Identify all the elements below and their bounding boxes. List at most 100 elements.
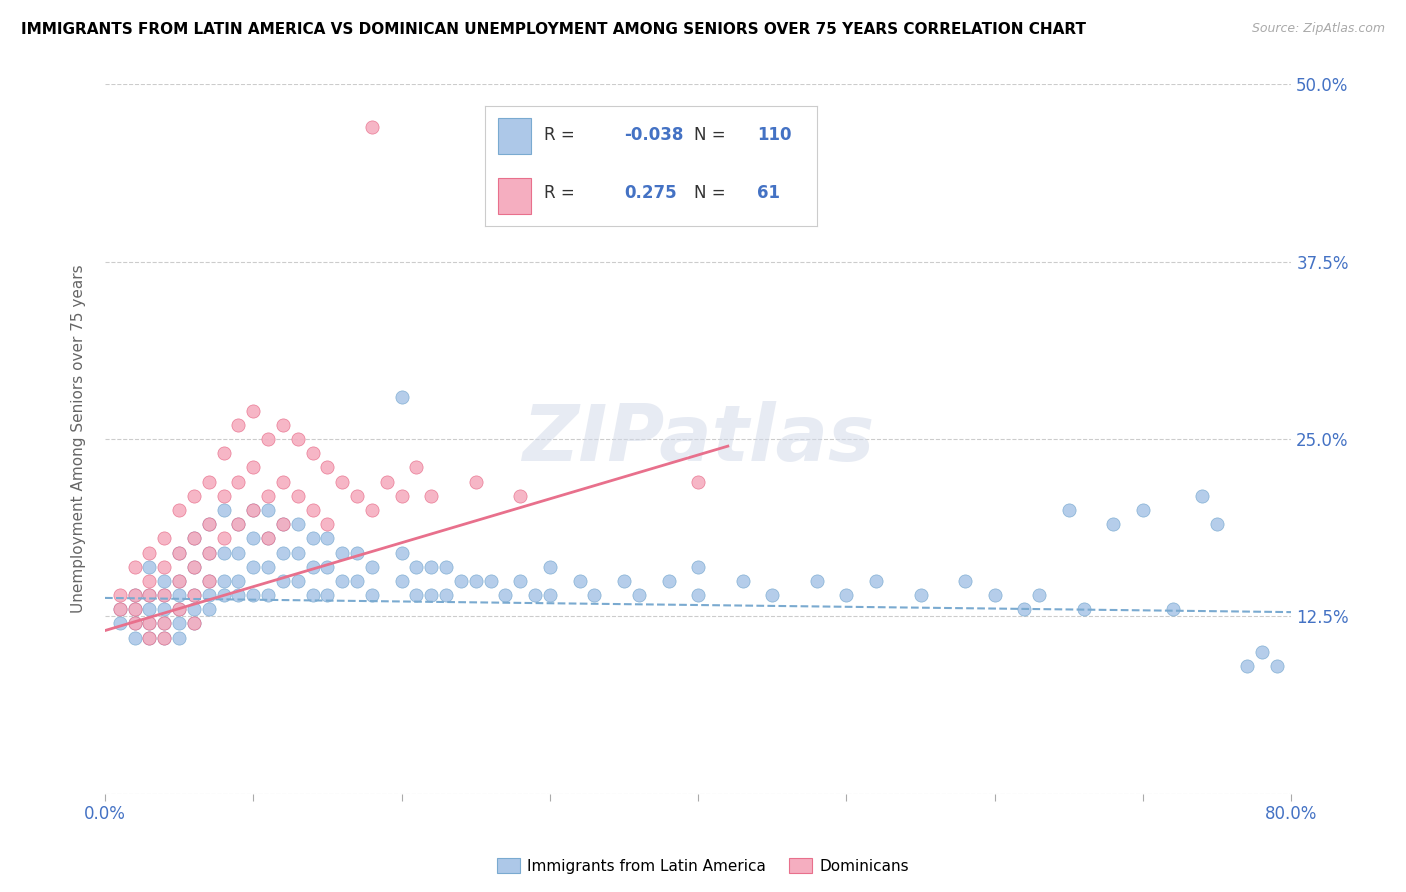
Point [391, 545, 413, 559]
Point [242, 503, 264, 517]
Point [212, 545, 235, 559]
Point [153, 616, 176, 631]
Point [242, 532, 264, 546]
Point [464, 475, 486, 489]
Point [228, 574, 250, 588]
Point [167, 631, 190, 645]
Point [450, 574, 472, 588]
Point [316, 559, 339, 574]
Point [228, 545, 250, 559]
Point [183, 559, 205, 574]
Point [316, 588, 339, 602]
Point [138, 631, 160, 645]
Point [257, 532, 280, 546]
Point [346, 574, 368, 588]
Point [198, 574, 221, 588]
Point [138, 545, 160, 559]
Point [865, 574, 887, 588]
Point [242, 503, 264, 517]
Point [346, 545, 368, 559]
Point [953, 574, 976, 588]
Point [405, 588, 427, 602]
Point [242, 588, 264, 602]
Point [509, 489, 531, 503]
Point [124, 588, 146, 602]
Point [183, 532, 205, 546]
Point [212, 574, 235, 588]
Point [361, 588, 384, 602]
Point [910, 588, 932, 602]
Point [167, 574, 190, 588]
Point [167, 503, 190, 517]
Point [287, 517, 309, 532]
Point [1191, 489, 1213, 503]
Point [138, 616, 160, 631]
Point [1250, 645, 1272, 659]
Point [1236, 659, 1258, 673]
Point [657, 574, 679, 588]
Point [405, 559, 427, 574]
Point [212, 489, 235, 503]
Point [1132, 503, 1154, 517]
Point [583, 588, 606, 602]
Point [257, 559, 280, 574]
Point [434, 559, 457, 574]
Point [198, 574, 221, 588]
Legend: Immigrants from Latin America, Dominicans: Immigrants from Latin America, Dominican… [491, 852, 915, 880]
Point [167, 602, 190, 616]
Point [124, 631, 146, 645]
Point [391, 390, 413, 404]
Point [301, 446, 323, 460]
Point [271, 574, 294, 588]
Point [198, 517, 221, 532]
Point [391, 489, 413, 503]
Point [183, 559, 205, 574]
Point [138, 616, 160, 631]
Point [731, 574, 754, 588]
Point [138, 602, 160, 616]
Point [153, 588, 176, 602]
Point [212, 588, 235, 602]
Point [330, 545, 353, 559]
Point [212, 532, 235, 546]
Point [613, 574, 636, 588]
Point [167, 574, 190, 588]
Point [228, 417, 250, 432]
Point [183, 616, 205, 631]
Point [420, 489, 443, 503]
Point [287, 545, 309, 559]
Point [228, 475, 250, 489]
Text: IMMIGRANTS FROM LATIN AMERICA VS DOMINICAN UNEMPLOYMENT AMONG SENIORS OVER 75 YE: IMMIGRANTS FROM LATIN AMERICA VS DOMINIC… [21, 22, 1085, 37]
Point [153, 532, 176, 546]
Text: Source: ZipAtlas.com: Source: ZipAtlas.com [1251, 22, 1385, 36]
Point [228, 517, 250, 532]
Point [1057, 503, 1080, 517]
Point [405, 460, 427, 475]
Point [271, 517, 294, 532]
Point [1028, 588, 1050, 602]
Point [183, 602, 205, 616]
Point [538, 559, 561, 574]
Point [391, 574, 413, 588]
Point [242, 460, 264, 475]
Point [287, 574, 309, 588]
Point [361, 120, 384, 134]
Point [330, 475, 353, 489]
Point [108, 602, 131, 616]
Point [361, 503, 384, 517]
Point [108, 602, 131, 616]
Point [375, 475, 398, 489]
Point [124, 616, 146, 631]
Point [153, 631, 176, 645]
Point [183, 588, 205, 602]
Point [984, 588, 1007, 602]
Point [108, 588, 131, 602]
Point [257, 503, 280, 517]
Point [212, 446, 235, 460]
Point [198, 545, 221, 559]
Point [835, 588, 858, 602]
Point [271, 475, 294, 489]
Point [761, 588, 783, 602]
Point [183, 532, 205, 546]
Point [301, 503, 323, 517]
